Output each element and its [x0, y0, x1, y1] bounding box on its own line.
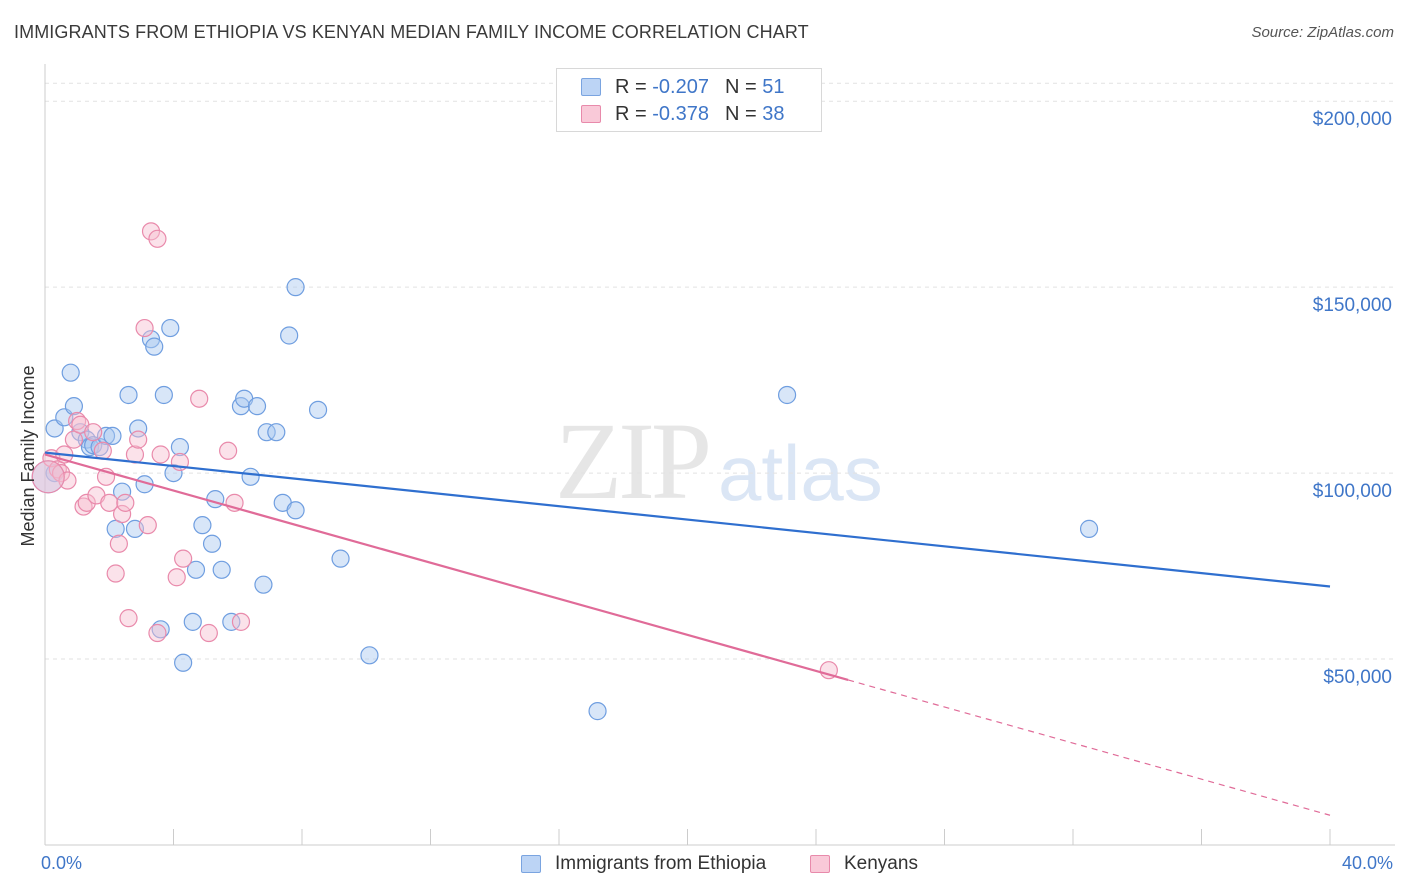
x-tick-label-min: 0.0% [41, 853, 82, 873]
trend-lines [44, 451, 1331, 816]
ethiopia-point [247, 397, 267, 416]
ethiopia-point [331, 549, 350, 568]
ethiopia-point [286, 501, 305, 520]
kenyan-point [148, 623, 167, 643]
kenyan-point [190, 389, 209, 408]
legend-r-value: -0.378 [652, 102, 709, 125]
y-tick-label: $100,000 [1313, 481, 1392, 502]
watermark-zip: ZIP [555, 400, 712, 522]
kenyan-point [174, 549, 193, 568]
legend-n-value: 51 [762, 75, 785, 98]
ethiopia-point [174, 653, 193, 672]
legend-r-label: R = [615, 75, 647, 98]
y-tick-label: $50,000 [1323, 667, 1392, 688]
kenyan-point [141, 222, 161, 241]
bottom-legend-swatch-pink [810, 855, 830, 873]
y-tick-label: $200,000 [1313, 109, 1392, 130]
ethiopia-point [280, 326, 299, 345]
y-axis-label: Median Family Income [18, 365, 38, 546]
kenyan-point [148, 229, 167, 248]
kenyan-point [77, 493, 96, 512]
ethiopia-point [202, 534, 222, 553]
ethiopia-point [64, 397, 84, 416]
kenyan-point [58, 471, 77, 490]
ethiopia-point [308, 400, 328, 419]
legend-r-value: -0.207 [652, 75, 709, 98]
bottom-legend-label-kenyans: Kenyans [844, 853, 918, 874]
source-label: Source: ZipAtlas.com [1251, 24, 1394, 41]
legend-swatch-pink [581, 105, 601, 123]
kenyan-point [219, 441, 238, 460]
kenyan-point [129, 430, 148, 449]
ethiopia-point [183, 612, 202, 631]
chart-title: IMMIGRANTS FROM ETHIOPIA VS KENYAN MEDIA… [14, 22, 809, 42]
ethiopia-point [164, 463, 183, 483]
ethiopia-point [241, 467, 260, 486]
kenyan-point [31, 460, 65, 494]
kenyan-point [112, 504, 132, 524]
legend-row-kenyans: R = -0.378 N = 38 [581, 101, 784, 127]
kenyan-trend-line [44, 453, 849, 682]
ethiopia-point [1079, 519, 1099, 538]
legend-r-label: R = [615, 102, 647, 125]
legend-n-value: 38 [762, 102, 785, 125]
kenyan-point [199, 623, 218, 643]
bottom-legend-kenyans: Kenyans [810, 851, 918, 877]
ethiopia-point [84, 436, 103, 455]
ethiopia-point [193, 516, 212, 535]
ethiopia-point [254, 575, 273, 594]
stats-legend: R = -0.207 N = 51 R = -0.378 N = 38 [556, 68, 822, 132]
ethiopia-point [777, 385, 797, 405]
legend-swatch-blue [581, 78, 601, 96]
kenyan-point [138, 516, 157, 535]
ethiopia-point [267, 423, 286, 442]
kenyan-point [119, 609, 138, 628]
ethiopia-point [588, 702, 607, 721]
kenyan-point [135, 318, 154, 338]
kenyan-point [109, 534, 128, 553]
kenyan-point [100, 493, 119, 512]
ethiopia-point [186, 560, 206, 579]
ethiopia-point [112, 482, 132, 501]
kenyan-point [84, 423, 103, 442]
kenyan-point [231, 612, 251, 631]
ethiopia-point [71, 423, 90, 442]
kenyan-point [106, 564, 125, 583]
bottom-legend-label-ethiopia: Immigrants from Ethiopia [555, 853, 767, 874]
kenyan-point [151, 445, 170, 464]
kenyan-point [51, 463, 71, 483]
x-tick-label-max: 40.0% [1342, 853, 1393, 873]
legend-row-ethiopia: R = -0.207 N = 51 [581, 74, 784, 100]
ethiopia-point [360, 646, 379, 665]
bottom-legend-swatch-blue [521, 855, 541, 873]
data-points [31, 222, 1099, 721]
axes [44, 64, 1395, 846]
legend-n-label: N = [724, 75, 757, 98]
ethiopia-point [286, 278, 305, 297]
axis-labels: $50,000 $100,000 $150,000 $200,000 0.0% 40.0% [41, 109, 1393, 873]
ethiopia-point [170, 437, 190, 457]
legend-n-label: N = [724, 102, 757, 125]
ethiopia-point [257, 423, 276, 442]
ethiopia-point [61, 363, 80, 382]
ethiopia-point [103, 426, 122, 446]
ethiopia-trend-line [44, 451, 1331, 588]
kenyan-point [93, 441, 112, 460]
ethiopia-point [154, 385, 173, 405]
kenyan-trend-line-extension [847, 679, 1331, 816]
ethiopia-point [119, 385, 138, 405]
kenyan-point [116, 493, 135, 512]
ethiopia-point [212, 560, 231, 579]
ethiopia-point [161, 318, 180, 338]
ethiopia-point [222, 612, 241, 631]
y-tick-label: $150,000 [1313, 295, 1392, 316]
kenyan-point [167, 568, 186, 587]
bottom-legend-ethiopia: Immigrants from Ethiopia [521, 851, 766, 877]
ethiopia-point [145, 337, 164, 356]
